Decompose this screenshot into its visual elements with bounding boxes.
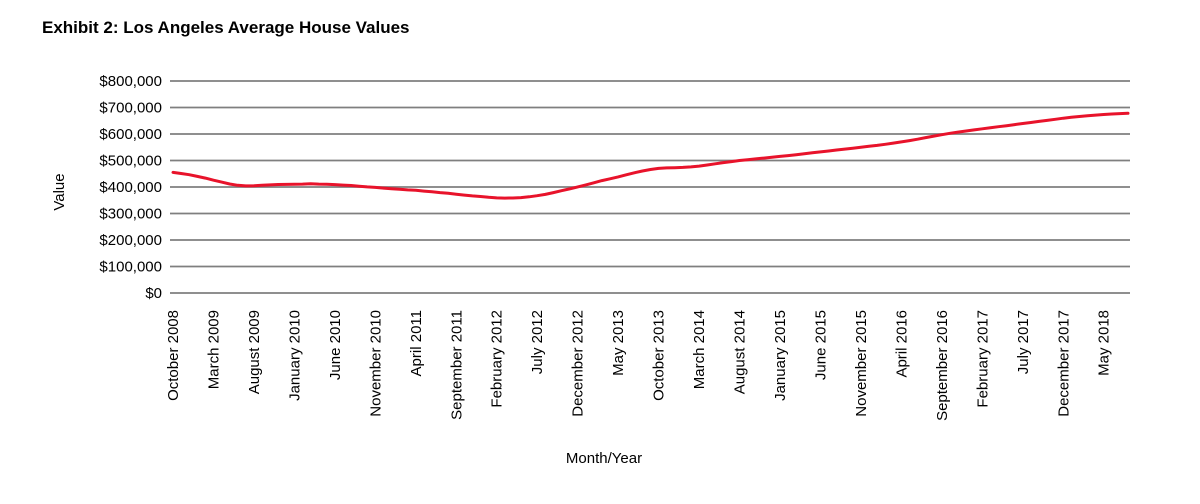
x-tick-label: September 2011 (448, 310, 465, 420)
x-tick-label: December 2012 (570, 310, 587, 417)
y-tick-label: $100,000 (99, 259, 162, 276)
x-tick-label: June 2010 (327, 310, 344, 380)
x-tick-label: March 2009 (205, 310, 222, 389)
house-value-series-line (171, 111, 1130, 200)
x-tick-label: March 2014 (691, 310, 708, 389)
x-tick-label: December 2017 (1055, 310, 1072, 417)
x-tick-label: August 2014 (732, 310, 749, 394)
gridlines (170, 80, 1130, 294)
x-tick-label: October 2013 (651, 310, 668, 401)
x-tick-label: February 2017 (974, 310, 991, 408)
y-tick-label: $200,000 (99, 232, 162, 249)
y-axis-title: Value (51, 173, 68, 210)
x-tick-label: January 2010 (286, 310, 303, 401)
x-tick-label: April 2011 (408, 310, 425, 376)
y-tick-label: $400,000 (99, 179, 162, 196)
x-tick-label: February 2012 (489, 310, 506, 408)
x-tick-label: November 2015 (853, 310, 870, 417)
y-tick-label: $0 (145, 285, 162, 302)
x-tick-label: November 2010 (367, 310, 384, 417)
x-tick-label: May 2013 (610, 310, 627, 376)
y-axis-tick-labels: $0 $100,000 $200,000 $300,000 $400,000 $500,0… (99, 73, 162, 302)
x-axis-title: Month/Year (566, 450, 642, 467)
chart-title: Exhibit 2: Los Angeles Average House Val… (42, 18, 410, 37)
series-group (171, 111, 1130, 200)
x-axis-tick-labels: October 2008 March 2009 August 2009 January… (165, 310, 1113, 421)
x-tick-label: January 2015 (772, 310, 789, 401)
y-tick-label: $600,000 (99, 126, 162, 143)
y-tick-label: $700,000 (99, 100, 162, 117)
x-tick-label: July 2012 (529, 310, 546, 374)
x-tick-label: October 2008 (165, 310, 182, 401)
y-tick-label: $800,000 (99, 73, 162, 90)
y-tick-label: $500,000 (99, 153, 162, 170)
y-tick-label: $300,000 (99, 206, 162, 223)
x-tick-label: April 2016 (893, 310, 910, 378)
x-tick-label: July 2017 (1015, 310, 1032, 374)
x-tick-label: May 2018 (1096, 310, 1113, 376)
x-tick-label: September 2016 (934, 310, 951, 421)
x-tick-label: August 2009 (246, 310, 263, 394)
x-tick-label: June 2015 (812, 310, 829, 380)
